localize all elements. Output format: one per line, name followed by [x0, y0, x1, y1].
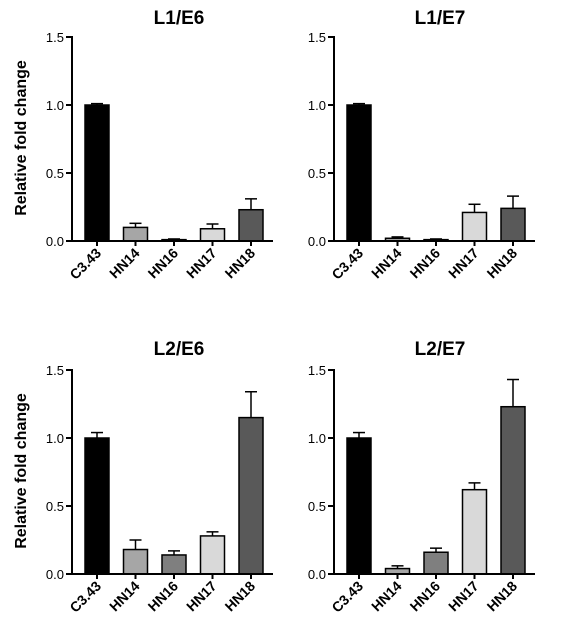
panel-title: L2/E7 — [415, 339, 466, 360]
y-axis-label: Relative fold change — [13, 393, 30, 549]
x-tick-label: HN14 — [368, 245, 405, 282]
bar-hn14 — [122, 548, 149, 575]
y-tick-label: 0.0 — [46, 234, 64, 249]
x-tick-label: HN16 — [144, 245, 181, 282]
y-tick-label: 1.5 — [308, 363, 326, 378]
bar-c343 — [84, 437, 110, 575]
x-tick-label: HN16 — [406, 578, 443, 615]
y-tick-label: 0.5 — [308, 166, 326, 181]
x-tick-label: HN17 — [445, 245, 482, 282]
bar-hn14 — [122, 226, 149, 242]
bar-hn16 — [161, 554, 187, 575]
bar-hn17 — [461, 211, 488, 242]
x-tick-label: HN17 — [183, 578, 220, 615]
y-tick-label: 0.5 — [46, 166, 64, 181]
panel-l2-e6: L2/E6 Relative fold change 0.0 0.5 1.0 1.5 C… — [13, 339, 273, 616]
x-tick-label: HN18 — [483, 245, 520, 282]
bar-c343 — [346, 437, 372, 575]
panel-title: L1/E7 — [415, 8, 466, 29]
x-tick-label: C3.43 — [328, 245, 366, 283]
y-tick-label: 0.5 — [308, 499, 326, 514]
x-tick-label: C3.43 — [66, 245, 104, 283]
y-tick-label: 1.0 — [46, 98, 64, 113]
x-tick-label: HN14 — [368, 578, 405, 615]
x-tick-label: HN16 — [406, 245, 443, 282]
y-axis-label: Relative fold change — [13, 60, 30, 216]
y-tick-label: 1.0 — [46, 431, 64, 446]
axes: 0.0 0.5 1.0 1.5 C3.43 HN14 HN16 HN17 HN18 — [308, 30, 535, 283]
x-tick-label: C3.43 — [328, 578, 366, 616]
y-tick-label: 1.0 — [308, 431, 326, 446]
y-tick-label: 1.5 — [46, 30, 64, 45]
x-tick-label: HN16 — [144, 578, 181, 615]
bar-hn18 — [500, 207, 526, 242]
panel-title: L1/E6 — [154, 8, 205, 29]
bar-hn16 — [423, 551, 449, 575]
y-tick-label: 0.5 — [46, 499, 64, 514]
y-tick-label: 1.5 — [46, 363, 64, 378]
bar-hn18 — [238, 416, 264, 575]
x-tick-label: HN17 — [445, 578, 482, 615]
x-tick-label: HN18 — [221, 245, 258, 282]
bar-c343 — [84, 104, 110, 242]
x-tick-label: HN17 — [183, 245, 220, 282]
y-tick-label: 0.0 — [308, 567, 326, 582]
bar-hn18 — [238, 208, 264, 242]
axes: 0.0 0.5 1.0 1.5 C3.43 HN14 HN16 HN17 HN18 — [46, 30, 273, 283]
bar-c343 — [346, 104, 372, 242]
panel-l1-e6: L1/E6 Relative fold change 0.0 0.5 1.0 1.5 C… — [13, 8, 273, 283]
axes: 0.0 0.5 1.0 1.5 C3.43 HN14 HN16 HN17 HN18 — [308, 363, 535, 616]
y-tick-label: 1.5 — [308, 30, 326, 45]
y-tick-label: 0.0 — [308, 234, 326, 249]
panel-title: L2/E6 — [154, 339, 205, 360]
x-tick-label: HN14 — [106, 245, 143, 282]
bar-hn17 — [199, 228, 226, 242]
panel-l2-e7: L2/E7 0.0 0.5 1.0 1.5 C3.43 HN14 HN16 HN17 HN18 — [308, 339, 535, 616]
x-tick-label: HN18 — [483, 578, 520, 615]
axes: 0.0 0.5 1.0 1.5 C3.43 HN14 HN16 HN17 HN18 — [46, 363, 273, 616]
x-tick-label: HN18 — [221, 578, 258, 615]
x-tick-label: HN14 — [106, 578, 143, 615]
bar-hn17 — [461, 488, 488, 575]
y-tick-label: 1.0 — [308, 98, 326, 113]
x-tick-label: C3.43 — [66, 578, 104, 616]
bar-hn18 — [500, 405, 526, 575]
y-tick-label: 0.0 — [46, 567, 64, 582]
bar-hn17 — [199, 535, 226, 575]
panel-l1-e7: L1/E7 0.0 0.5 1.0 1.5 C3.43 HN14 HN16 HN17 HN18 — [308, 8, 535, 283]
